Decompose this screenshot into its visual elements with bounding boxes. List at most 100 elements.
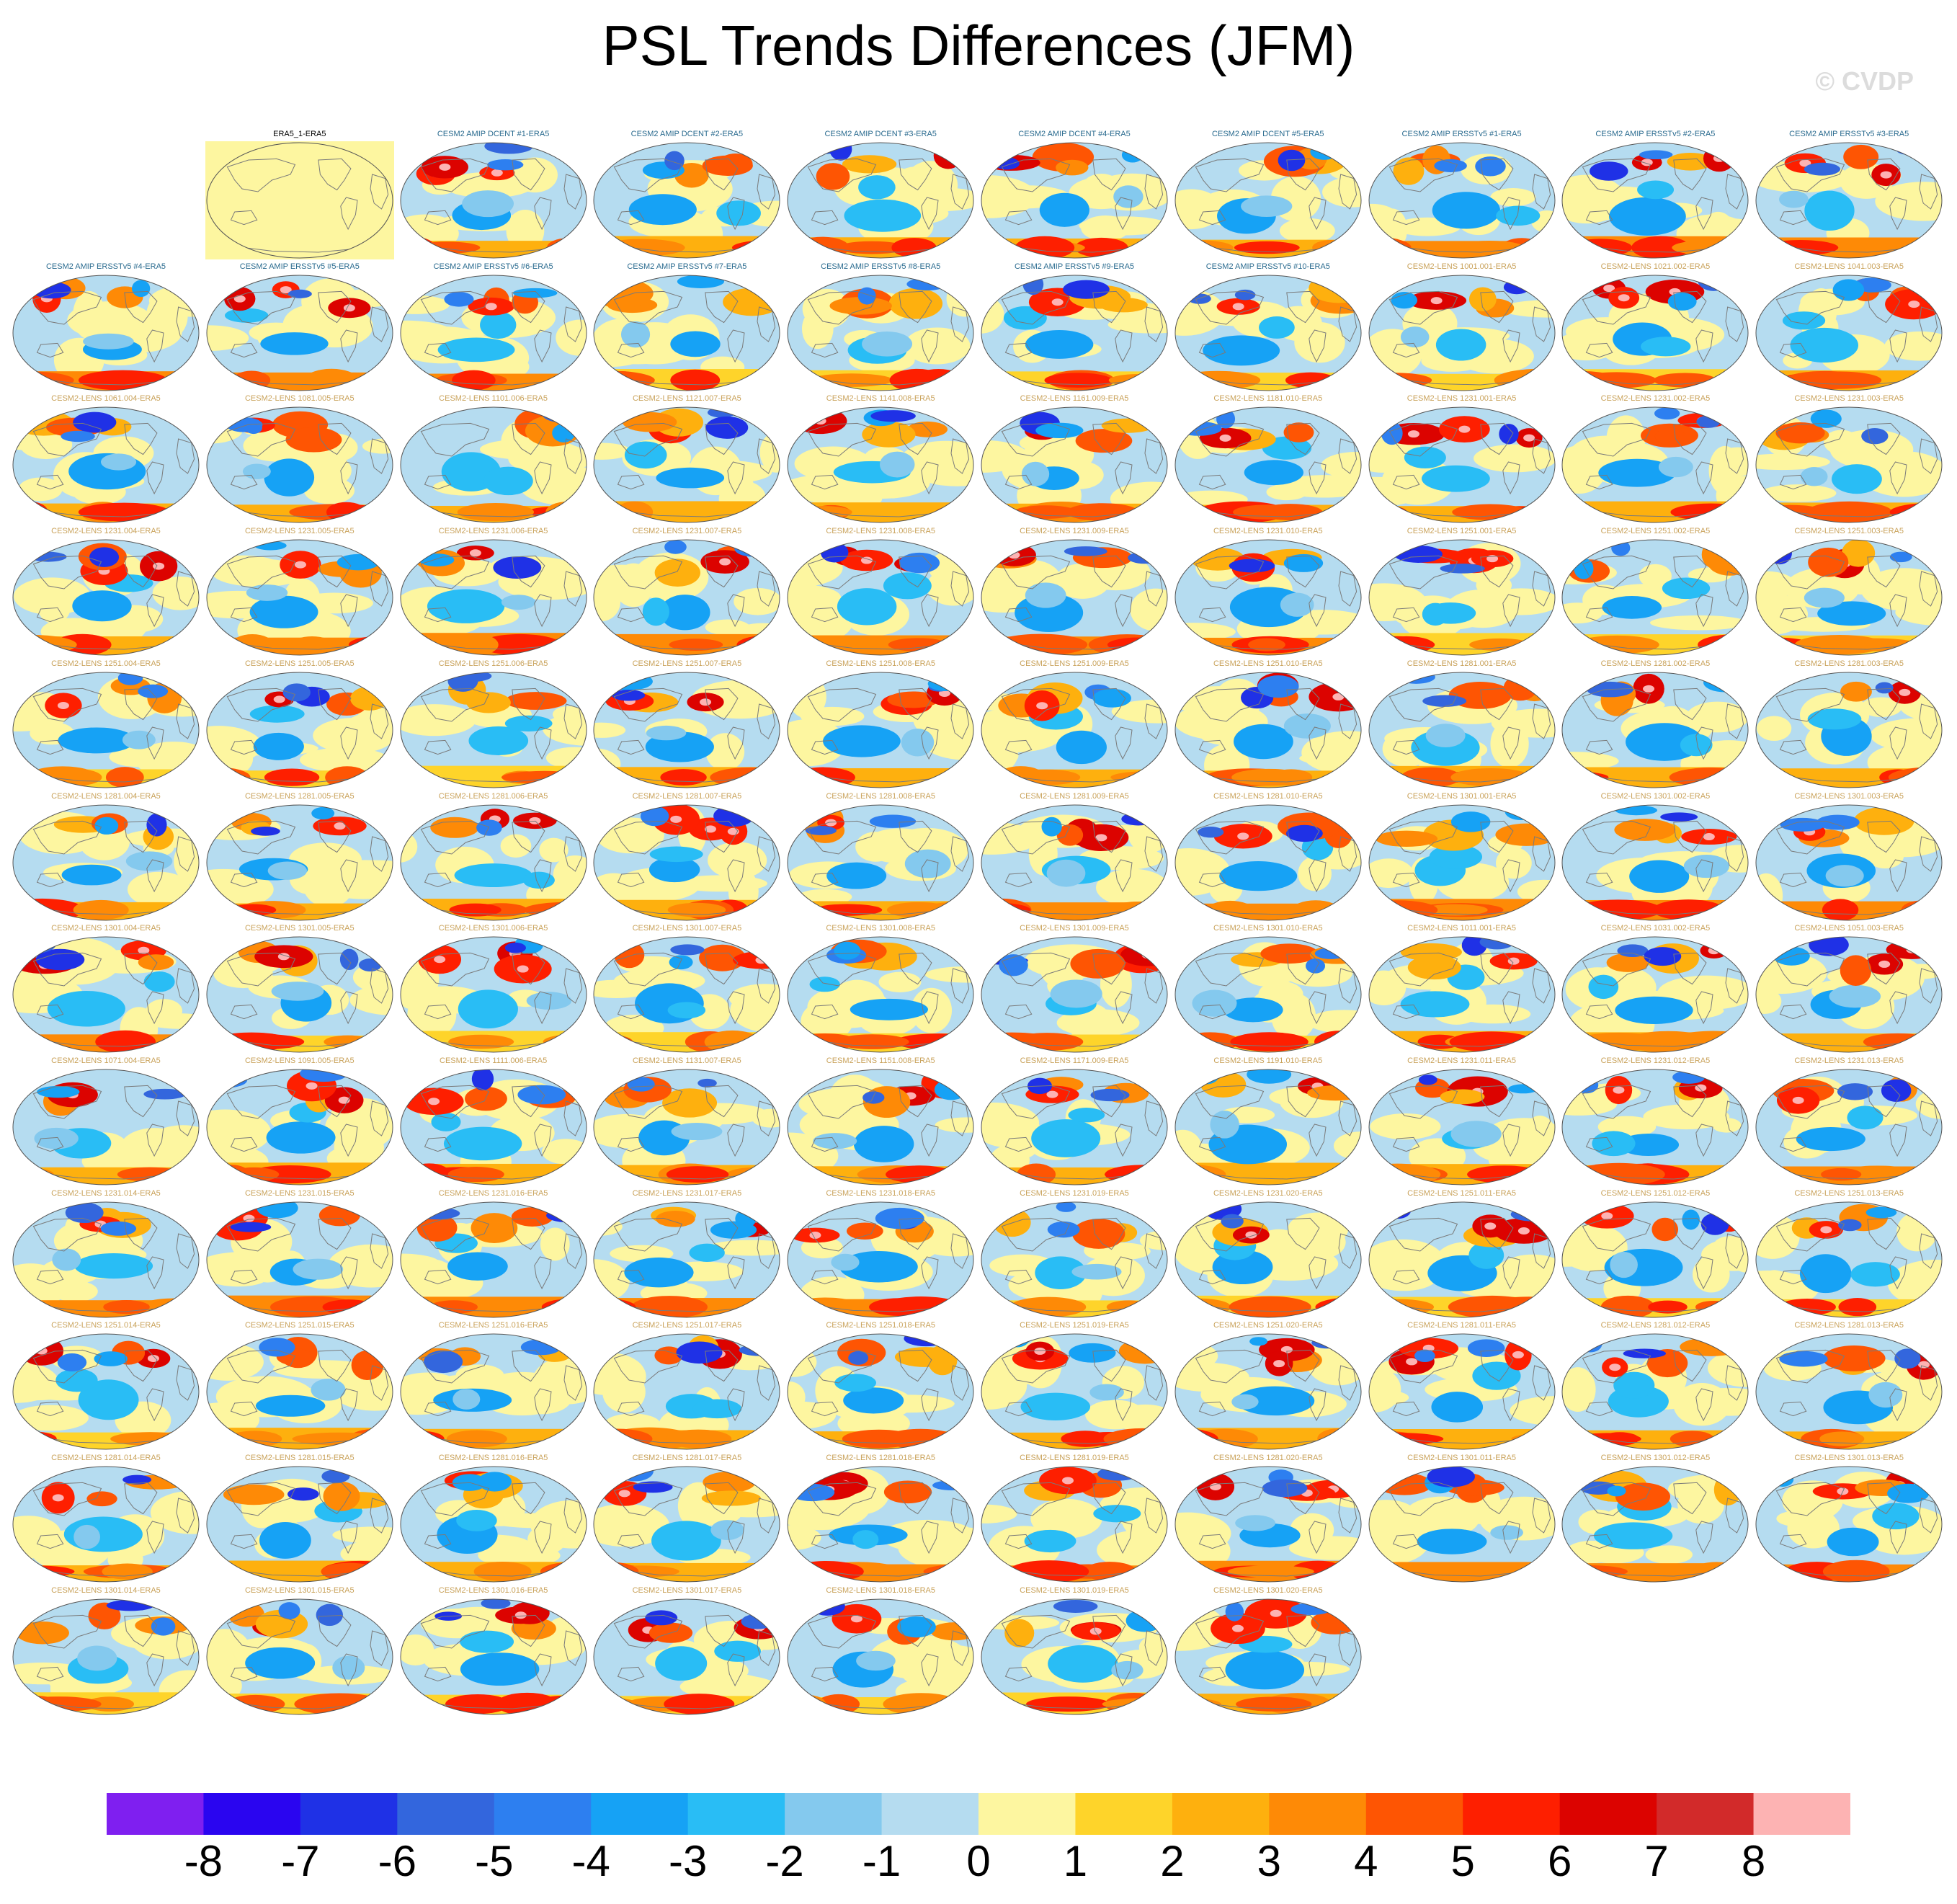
panel-title: CESM2-LENS 1231.019-ERA5 (1020, 1188, 1129, 1198)
coastline (1338, 571, 1357, 607)
coastline (370, 438, 388, 475)
coastline (614, 820, 683, 855)
trend-difference-map (787, 1069, 974, 1185)
map-border (1174, 1466, 1362, 1583)
map-border (1755, 804, 1943, 920)
trend-difference-map (787, 275, 974, 391)
coastline (950, 1100, 970, 1136)
coastline (1388, 1350, 1458, 1384)
coastline (511, 158, 545, 191)
coastline (1001, 1482, 1071, 1516)
trend-difference-map (981, 1201, 1168, 1318)
panel-title: CESM2-LENS 1301.016-ERA5 (438, 1585, 548, 1595)
coastline (1867, 1350, 1901, 1382)
coastline (370, 1100, 388, 1136)
coastline (318, 1482, 352, 1515)
colorbar-tick-label: 2 (1160, 1837, 1185, 1885)
panel-title: CESM2-LENS 1301.015-ERA5 (244, 1585, 355, 1595)
coastline (230, 1402, 258, 1417)
map-border (1368, 672, 1556, 788)
coastline (1338, 438, 1357, 475)
trend-difference-map (12, 804, 200, 920)
coastline (420, 1217, 489, 1252)
coastline (1198, 1666, 1226, 1681)
coastline (1780, 1005, 1807, 1020)
trend-difference-map (206, 275, 393, 391)
coastline (230, 1136, 258, 1152)
map-border (787, 804, 974, 920)
trend-difference-map (1174, 1201, 1362, 1318)
coastline (1198, 475, 1226, 490)
trend-difference-map (1561, 142, 1749, 259)
trend-difference-map (981, 1333, 1168, 1450)
colorbar-tick-label: 3 (1257, 1837, 1281, 1885)
coastline (1582, 555, 1651, 590)
map-border (787, 1069, 974, 1185)
coastline (614, 555, 683, 590)
coastline (1115, 726, 1133, 760)
panel-title: CESM2-LENS 1281.019-ERA5 (1020, 1454, 1129, 1462)
panel-title: CESM2-LENS 1251.006-ERA5 (438, 659, 548, 668)
panel-title: CESM2-LENS 1251.002-ERA5 (1600, 527, 1711, 536)
trend-difference-map (400, 936, 587, 1053)
map-border (1561, 1466, 1749, 1583)
coastline (424, 475, 452, 490)
coastline (1582, 158, 1651, 192)
coastline (32, 1085, 102, 1119)
map-border (1174, 936, 1362, 1053)
coastline (1338, 1630, 1357, 1666)
coastline (533, 594, 552, 628)
coastline (1115, 329, 1133, 362)
coastline (1198, 1005, 1226, 1020)
coastline (563, 1498, 582, 1534)
panel-title: CESM2-LENS 1281.005-ERA5 (244, 791, 355, 801)
panel-title: CESM2-LENS 1281.001-ERA5 (1407, 659, 1517, 668)
panel-title: CESM2-LENS 1301.018-ERA5 (826, 1585, 935, 1595)
coastline (36, 1005, 64, 1020)
coastline (1198, 1402, 1226, 1417)
coastline (1195, 953, 1264, 987)
coastline (1115, 991, 1133, 1025)
coastline (1392, 210, 1420, 226)
coastline (1144, 1232, 1164, 1269)
coastline (950, 174, 970, 210)
coastline (36, 1534, 64, 1549)
coastline (1001, 1085, 1071, 1119)
coastline (1392, 1269, 1420, 1284)
panel-title: CESM2-LENS 1231.015-ERA5 (244, 1188, 355, 1198)
coastline (1889, 461, 1907, 495)
coastline (124, 953, 158, 985)
trend-difference-map (1755, 406, 1943, 523)
coastline (533, 461, 552, 495)
coastline (1388, 423, 1458, 457)
coastline (563, 571, 582, 607)
map-border (593, 275, 780, 391)
coastline (1889, 858, 1907, 892)
coastline (563, 438, 582, 475)
panel-title: CESM2-LENS 1251.014-ERA5 (51, 1321, 161, 1330)
coastline (1115, 1256, 1133, 1289)
coastline (1338, 1232, 1357, 1269)
coastline (511, 290, 545, 323)
coastline (1309, 1521, 1327, 1554)
trend-difference-map (400, 539, 587, 656)
trend-difference-map (1368, 672, 1556, 788)
panel-title: CESM2-LENS 1251.008-ERA5 (826, 659, 935, 668)
map-border (12, 672, 200, 788)
map-border (400, 275, 587, 391)
trend-difference-map (787, 1598, 974, 1715)
coastline (1092, 158, 1126, 191)
coastline (899, 820, 932, 853)
trend-difference-map (400, 275, 587, 391)
coastline (1725, 1365, 1744, 1402)
map-border (1755, 1069, 1943, 1185)
map-border (400, 142, 587, 259)
panel-title: CESM2 AMIP ERSSTv5 #5-ERA5 (239, 262, 360, 271)
coastline (1286, 423, 1320, 455)
coastline (1775, 953, 1845, 987)
coastline (1673, 1085, 1707, 1118)
coastline (424, 342, 452, 357)
coastline (340, 991, 358, 1025)
coastline (340, 1388, 358, 1422)
